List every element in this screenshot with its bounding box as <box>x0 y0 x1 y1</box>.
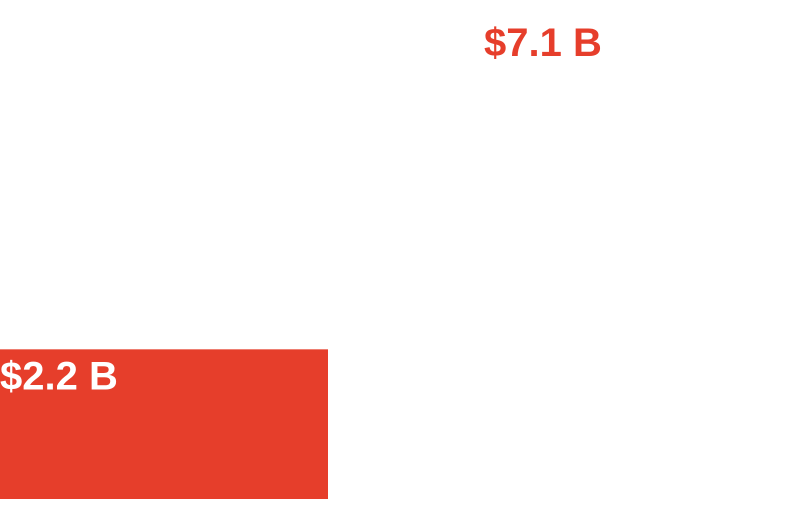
bar-1 <box>0 349 328 499</box>
bar-value-label-2: $7.1 B <box>484 21 602 65</box>
bar-2 <box>484 16 812 499</box>
bars-group <box>0 16 812 499</box>
data-labels-group: $2.2 B $7.1 B <box>0 21 602 398</box>
bar-value-label-1: $2.2 B <box>0 354 118 398</box>
